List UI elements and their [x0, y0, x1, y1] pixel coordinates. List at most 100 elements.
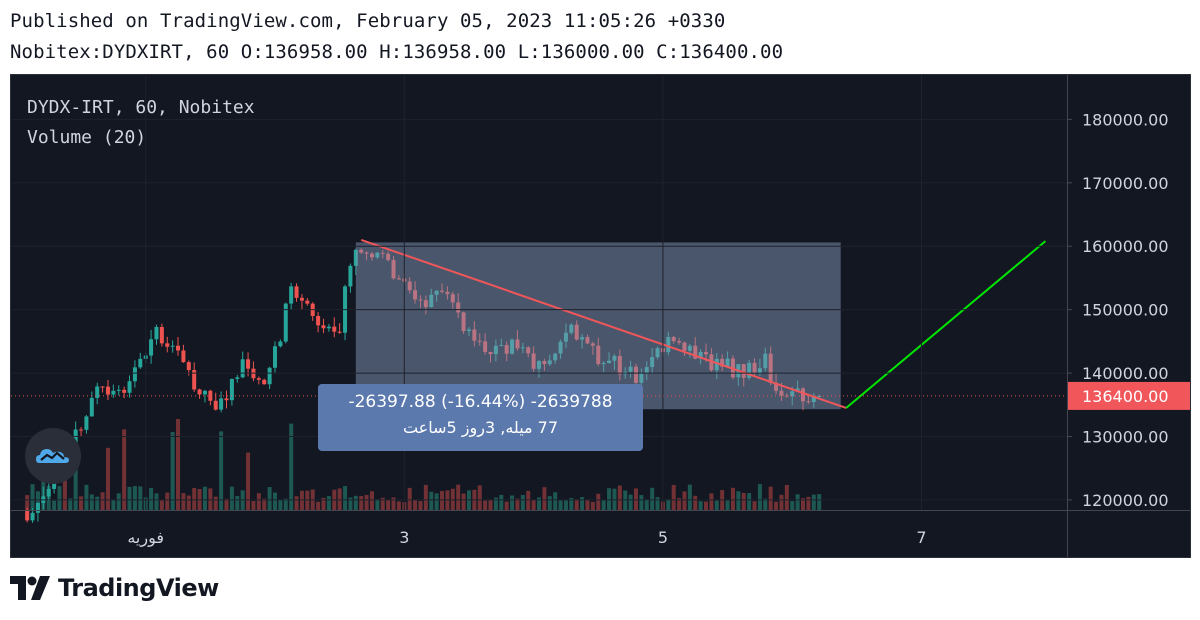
volume-bar — [768, 486, 773, 510]
volume-bar — [682, 491, 687, 510]
drawing-layer — [11, 238, 1067, 410]
volume-bar — [671, 484, 676, 510]
tradingview-cloud-icon[interactable] — [25, 428, 81, 484]
candle — [79, 429, 84, 431]
candle — [326, 326, 331, 329]
chart-canvas[interactable]: 120000.00 130000.00 140000.00 150000.00 1600… — [11, 75, 1190, 557]
volume-bar — [526, 490, 531, 510]
volume-bar — [747, 493, 752, 510]
volume-bar — [757, 484, 762, 510]
candle — [289, 286, 294, 304]
candle — [186, 362, 191, 371]
volume-bar — [262, 498, 267, 510]
candle — [262, 379, 267, 385]
candle — [267, 367, 272, 385]
candle — [30, 512, 35, 521]
volume-bar — [219, 431, 224, 510]
volume-bar — [617, 485, 622, 510]
y-tick-label: 130000.00 — [1082, 428, 1169, 447]
measure-range — [355, 242, 841, 410]
volume-bar — [192, 487, 197, 510]
volume-bar — [386, 500, 391, 510]
volume-bar — [100, 492, 105, 510]
volume-bar — [235, 495, 240, 510]
candle — [321, 325, 326, 329]
volume-bar — [693, 495, 698, 510]
volume-bar — [520, 495, 525, 510]
volume-bar — [698, 501, 703, 510]
volume-bar — [79, 496, 84, 510]
volume-bar — [434, 493, 439, 510]
tradingview-logo[interactable]: TradingView — [10, 574, 219, 602]
candle — [46, 488, 51, 497]
volume-bar — [574, 499, 579, 510]
volume-bar — [208, 488, 213, 510]
volume-bar — [440, 491, 445, 510]
volume-bar — [116, 493, 121, 510]
x-tick-label: فوریه — [127, 528, 164, 548]
candle — [235, 377, 240, 379]
volume-bar — [806, 496, 811, 510]
volume-bar — [418, 500, 423, 510]
volume-legend[interactable]: Volume (20) — [27, 127, 147, 148]
volume-bar — [639, 495, 644, 510]
last-price-badge — [1068, 381, 1190, 410]
volume-bar — [456, 484, 461, 510]
volume-bar — [601, 500, 606, 510]
volume-bar — [229, 486, 234, 510]
candle — [246, 359, 251, 369]
volume-bar — [801, 498, 805, 510]
candle — [278, 341, 283, 347]
volume-bar — [569, 497, 574, 510]
candle — [305, 300, 310, 304]
measure-change: -26397.88 (-16.44%) -2639788 — [348, 392, 613, 412]
candle — [213, 400, 218, 410]
x-tick-label: 5 — [658, 528, 668, 547]
candle — [176, 345, 181, 351]
volume-bar — [170, 431, 175, 510]
volume-bar — [423, 484, 428, 510]
volume-bar — [267, 487, 272, 510]
volume-bar — [407, 487, 412, 510]
candle — [197, 389, 202, 395]
volume-bar — [413, 500, 418, 510]
volume-bar — [547, 496, 552, 510]
volume-bar — [763, 498, 768, 510]
candle — [165, 343, 170, 347]
volume-bar — [294, 496, 299, 510]
volume-bar — [817, 494, 822, 510]
volume-bar — [687, 484, 692, 510]
volume-bar — [515, 498, 520, 510]
volume-bar — [149, 487, 154, 510]
candle — [170, 345, 175, 347]
volume-bar — [84, 484, 89, 510]
volume-bar — [316, 501, 321, 510]
candle — [105, 386, 110, 395]
candle — [273, 346, 277, 368]
candle — [111, 390, 116, 395]
volume-bar — [504, 501, 509, 510]
projection-line — [845, 240, 1047, 409]
volume-bar — [483, 500, 488, 510]
last-price-label: 136400.00 — [1082, 387, 1169, 406]
published-header: Published on TradingView.com, February 0… — [10, 10, 726, 32]
ohlc-header: Nobitex:DYDXIRT, 60 O:136958.00 H:136958… — [10, 41, 784, 63]
candle — [192, 370, 197, 390]
volume-bar — [364, 494, 369, 510]
volume-bar — [289, 423, 294, 510]
candle — [229, 378, 234, 401]
volume-bar — [396, 501, 401, 510]
volume-bar — [159, 500, 164, 510]
volume-bar — [795, 494, 800, 510]
volume-bar — [369, 491, 374, 510]
y-tick-label: 150000.00 — [1082, 301, 1169, 320]
symbol-legend[interactable]: DYDX-IRT, 60, Nobitex — [27, 97, 255, 118]
volume-bar — [246, 452, 251, 510]
candle — [337, 331, 342, 333]
chart-frame[interactable]: 120000.00 130000.00 140000.00 150000.00 1600… — [10, 74, 1191, 558]
volume-bar — [531, 500, 536, 510]
volume-bar — [89, 494, 94, 510]
volume-bar — [224, 498, 229, 510]
measure-duration: 77 میله, 3روز 5ساعت — [402, 418, 559, 437]
volume-bar — [111, 500, 116, 510]
